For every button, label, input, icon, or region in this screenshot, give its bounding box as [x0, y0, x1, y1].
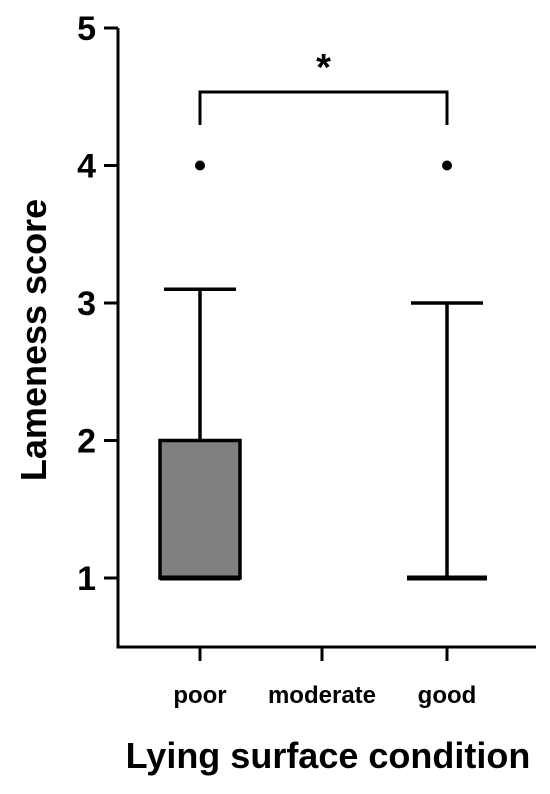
- outlier-good-0: [442, 160, 452, 171]
- y-tick-label-5: 5: [77, 10, 96, 48]
- x-tick-label-poor: poor: [173, 682, 226, 709]
- box-poor: [158, 160, 242, 581]
- y-ticks: 1 2 3 4 5: [77, 10, 118, 598]
- bracket-line: [198, 90, 449, 125]
- significance-label: *: [316, 47, 331, 89]
- x-tick-label-good: good: [418, 682, 477, 709]
- significance-bracket: *: [198, 47, 449, 125]
- box-good: [407, 160, 487, 581]
- box-body-poor: [158, 438, 242, 580]
- x-axis-title: Lying surface condition: [126, 735, 531, 776]
- outlier-poor-0: [195, 160, 205, 171]
- y-axis-title: Lameness score: [13, 199, 54, 481]
- boxes: [158, 160, 487, 581]
- y-tick-label-2: 2: [77, 423, 96, 461]
- x-ticks: poor moderate good: [173, 647, 476, 709]
- y-tick-label-1: 1: [77, 560, 96, 598]
- x-tick-label-moderate: moderate: [268, 682, 376, 709]
- y-tick-label-3: 3: [77, 285, 96, 323]
- axes: [116, 28, 536, 649]
- y-tick-label-4: 4: [77, 148, 96, 186]
